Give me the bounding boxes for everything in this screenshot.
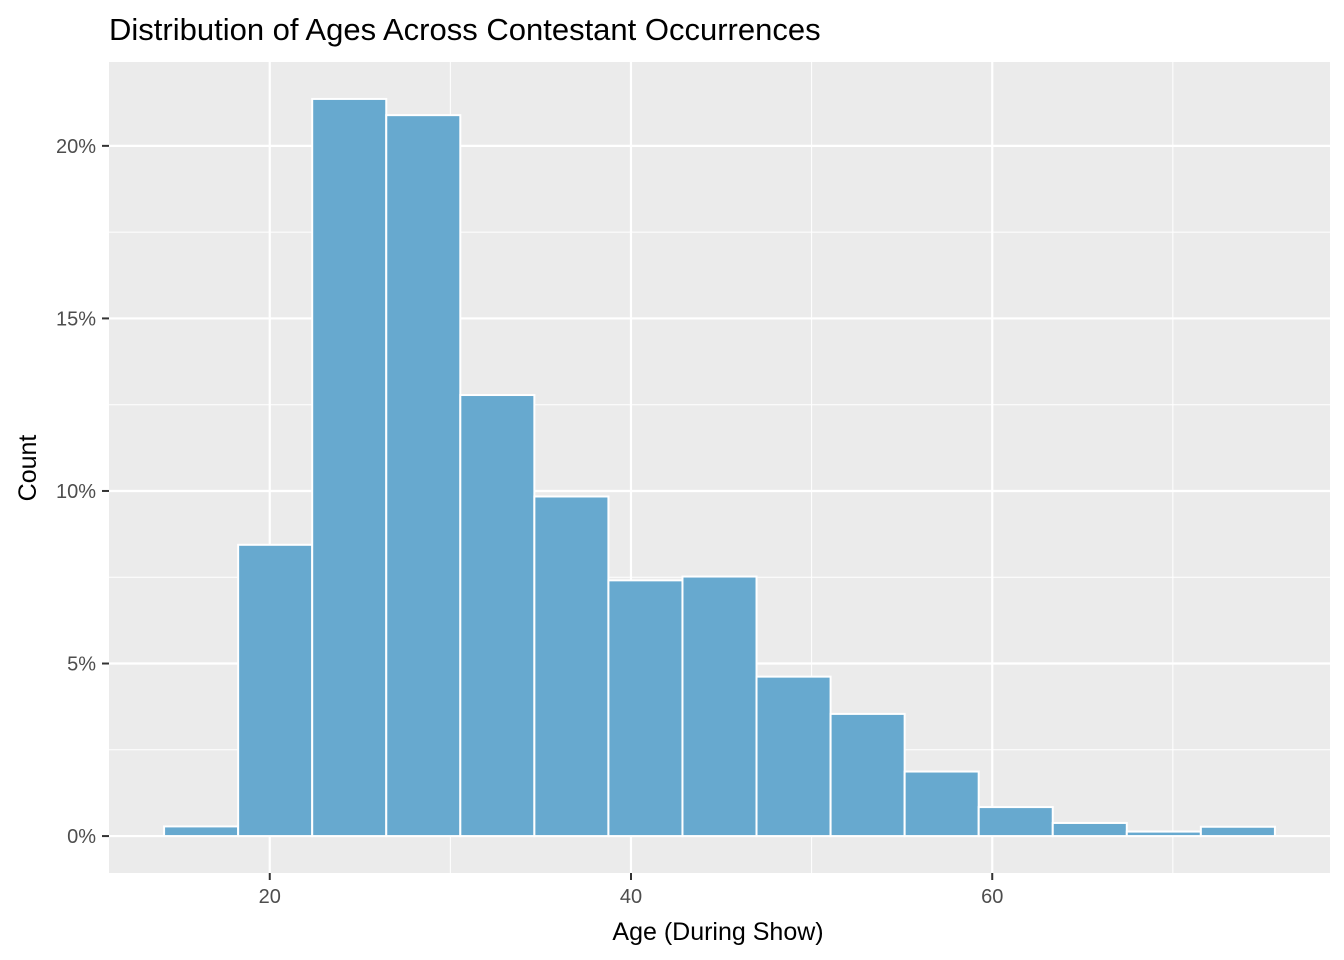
x-tick-label: 60 bbox=[981, 886, 1003, 908]
histogram-bar bbox=[755, 675, 832, 838]
y-tick-label: 20% bbox=[56, 136, 96, 158]
histogram-bar bbox=[903, 770, 980, 838]
histogram-bar bbox=[607, 579, 684, 838]
x-axis-ticks: 20 40 60 bbox=[259, 873, 1003, 908]
histogram-bar bbox=[1051, 821, 1128, 838]
y-axis-title: Count bbox=[14, 435, 42, 502]
histogram-bar bbox=[459, 394, 536, 838]
x-tick-label: 20 bbox=[259, 886, 281, 908]
histogram-bar bbox=[385, 114, 462, 838]
y-tick-label: 0% bbox=[67, 826, 96, 848]
y-axis-ticks: 0% 5% 10% 15% 20% bbox=[56, 136, 109, 848]
histogram-bar bbox=[533, 495, 610, 838]
histogram-bars bbox=[163, 97, 1276, 838]
y-tick-label: 5% bbox=[67, 654, 96, 676]
histogram-bar bbox=[163, 825, 240, 838]
histogram-bar bbox=[681, 575, 758, 838]
histogram-bar bbox=[977, 806, 1054, 838]
y-tick-label: 10% bbox=[56, 481, 96, 503]
histogram-bar bbox=[311, 97, 388, 838]
histogram-bar bbox=[1125, 830, 1202, 838]
y-tick-label: 15% bbox=[56, 308, 96, 330]
histogram-bar bbox=[829, 712, 906, 838]
histogram-bar bbox=[237, 543, 314, 838]
x-tick-label: 40 bbox=[620, 886, 642, 908]
chart-title: Distribution of Ages Across Contestant O… bbox=[109, 12, 821, 47]
x-axis-title: Age (During Show) bbox=[612, 918, 823, 946]
histogram-bar bbox=[1199, 825, 1276, 838]
